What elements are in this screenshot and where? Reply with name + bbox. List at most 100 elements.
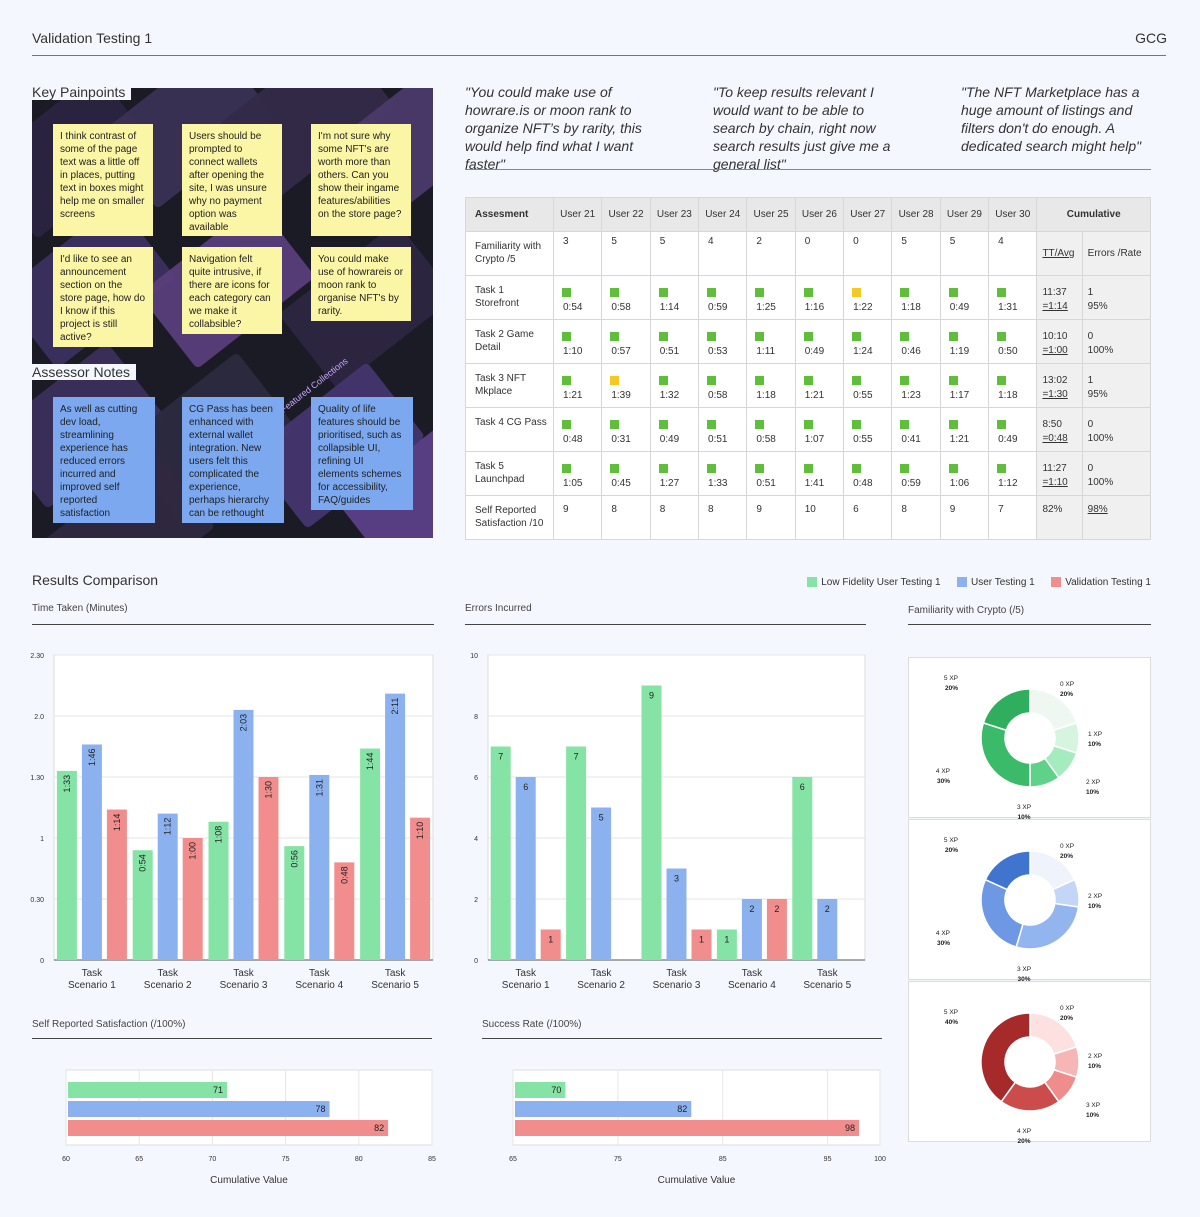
cell-value: 5 [611, 236, 617, 247]
bar [68, 1120, 389, 1136]
painpoint-note: I'd like to see an announcement section … [53, 247, 153, 347]
cell-value: 9 [949, 504, 956, 515]
cell-value: 8 [708, 504, 714, 515]
slice-percent: 10% [1088, 1063, 1101, 1070]
success-indicator [755, 288, 765, 297]
bar-data-label: 7 [498, 752, 503, 762]
x-tick-label: Task [233, 968, 255, 979]
user-column-header: User 29 [939, 197, 990, 232]
bar [182, 838, 203, 960]
success-indicator [658, 376, 668, 385]
y-tick-label: 2.0 [34, 714, 44, 721]
bar [716, 929, 737, 960]
donut-slice [984, 850, 1031, 891]
average-time: =1:00 [1042, 345, 1068, 356]
task-cell: 0:48 [552, 407, 603, 452]
time-value: 1:24 [853, 346, 873, 357]
task-cell: 0:53 [698, 319, 748, 364]
error-indicator [610, 376, 620, 385]
x-tick-label: Task [666, 968, 688, 979]
satisfaction-cell: 8 [698, 495, 748, 540]
familiarity-cell: 4 [698, 231, 748, 276]
success-indicator [707, 376, 717, 385]
x-tick-label: Task [817, 968, 839, 979]
success-indicator [658, 464, 668, 473]
slice-percent: 10% [1088, 903, 1101, 910]
average-time: =1:30 [1042, 389, 1068, 400]
time-value: 0:58 [756, 434, 776, 445]
time-value: 0:45 [611, 478, 631, 489]
cumulative-errors: 0 100% [1081, 407, 1152, 452]
task-cell: 1:39 [601, 363, 651, 408]
success-indicator [900, 464, 910, 473]
cumulative-tt-header: TT/Avg [1036, 231, 1083, 276]
y-tick-label: 2.30 [30, 653, 44, 660]
slice-percent: 10% [1086, 789, 1099, 796]
total-time: 11:37 [1042, 287, 1067, 298]
cell-value: 5 [901, 236, 907, 247]
bar [360, 748, 381, 960]
assessor-note: As well as cutting dev load, streamlinin… [53, 397, 155, 523]
time-value: 1:39 [611, 390, 631, 401]
slice-label: 1 XP [1088, 731, 1102, 738]
familiarity-donut-charts: 0 XP 20% 1 XP 10% 2 XP 10% 3 XP 10% 4 XP 30% 5 XP 2… [908, 657, 1151, 1144]
success-indicator [707, 420, 717, 429]
satisfaction-cell: 9 [552, 495, 603, 540]
painpoint-note: Users should be prompted to connect wall… [182, 124, 282, 236]
page-title: Validation Testing 1 [32, 30, 153, 46]
cumulative-header: Cumulative [1036, 197, 1151, 232]
x-tick-label: Scenario 1 [68, 980, 116, 991]
familiarity-cell: 5 [939, 231, 990, 276]
user-column-header: User 27 [843, 197, 893, 232]
bar [132, 850, 153, 960]
success-indicator [852, 376, 862, 385]
x-tick-label: Scenario 5 [803, 980, 851, 991]
bar [741, 899, 762, 960]
chart-title-underline [465, 624, 866, 625]
success-indicator [948, 464, 958, 473]
time-value: 1:18 [901, 302, 921, 313]
task-cell: 1:10 [552, 319, 603, 364]
task-cell: 1:18 [988, 363, 1038, 408]
x-tick-label: 65 [509, 1156, 517, 1163]
bar-data-label: 2:03 [239, 714, 249, 732]
time-value: 1:21 [804, 390, 825, 401]
bar-data-label: 82 [677, 1104, 687, 1114]
cell-value: 0 [804, 236, 811, 247]
x-tick-label: 85 [428, 1156, 436, 1163]
x-tick-label: Task [742, 968, 764, 979]
x-axis-label: Cumulative Value [210, 1175, 288, 1186]
bar [591, 807, 612, 960]
time-value: 0:51 [659, 346, 680, 357]
chart-title-success: Success Rate (/100%) [482, 1019, 582, 1030]
time-value: 0:49 [659, 434, 680, 445]
bar-data-label: 1:08 [214, 826, 224, 844]
satisfaction-chart: 60 65 70 75 80 85 71 78 82 Cumulative Value [62, 1069, 436, 1186]
bar-data-label: 78 [316, 1104, 326, 1114]
time-value: 1:16 [804, 302, 825, 313]
x-tick-label: 80 [355, 1156, 363, 1163]
user-quote: "You could make use of howrare.is or moo… [465, 84, 642, 172]
slice-percent: 20% [945, 685, 958, 692]
bar-data-label: 2 [774, 904, 779, 914]
assessor-note: Quality of life features should be prior… [311, 397, 413, 510]
bar-data-label: 1:30 [264, 781, 274, 799]
slice-label: 5 XP [944, 675, 958, 682]
y-tick-label: 0.30 [30, 897, 44, 904]
x-tick-label: Scenario 1 [502, 980, 550, 991]
cell-value: TT/Avg [1042, 248, 1075, 259]
time-value: 1:23 [901, 390, 921, 401]
task-cell: 0:55 [843, 363, 893, 408]
task-cell: 1:18 [891, 275, 941, 320]
cumulative-errors-header: Errors /Rate [1081, 231, 1152, 276]
bar-data-label: 1:46 [87, 748, 97, 766]
x-tick-label: 95 [824, 1156, 832, 1163]
task-cell: 0:49 [649, 407, 700, 452]
task-cell: 0:49 [988, 407, 1038, 452]
assessor-heading: Assessor Notes [32, 364, 137, 380]
error-count: 0 [1087, 463, 1094, 474]
row-label: Task 5 Launchpad [465, 451, 554, 496]
success-indicator [900, 420, 910, 429]
task-cell: 0:46 [891, 319, 941, 364]
task-cell: 0:51 [746, 451, 796, 496]
